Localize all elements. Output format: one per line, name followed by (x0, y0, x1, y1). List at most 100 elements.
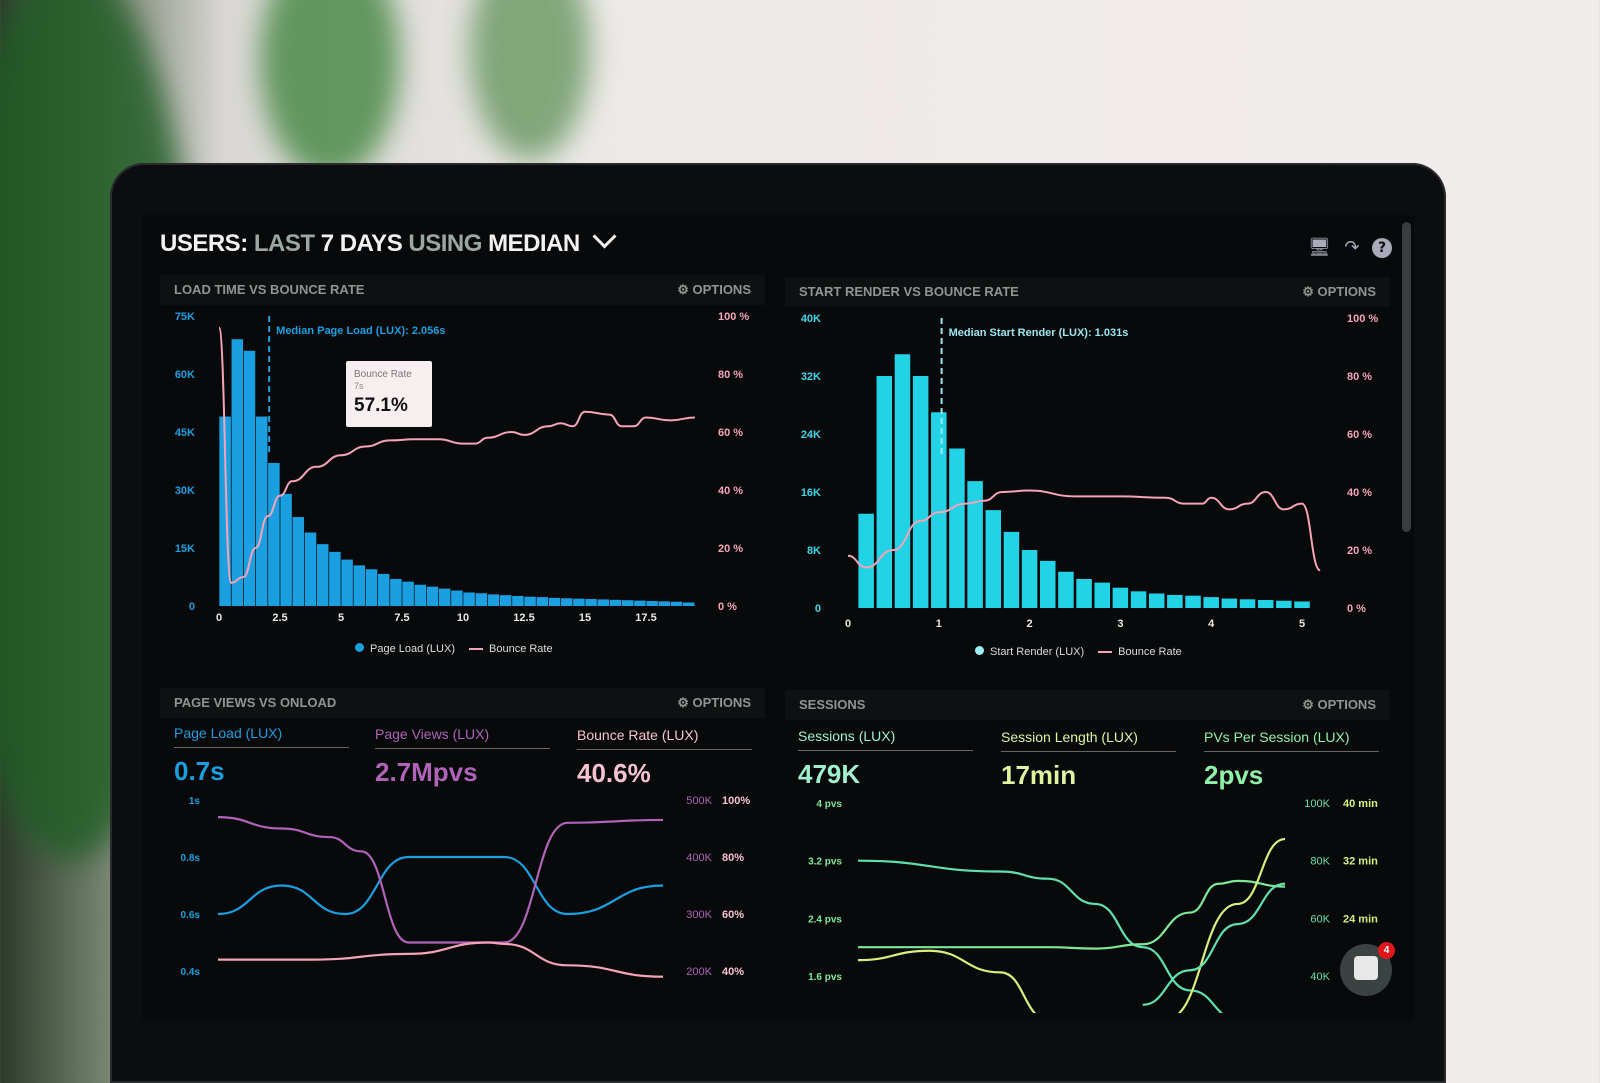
histogram-bar (390, 578, 402, 606)
gear-icon: ⚙ (677, 695, 693, 710)
median-label: Median Start Render (LUX): 1.031s (949, 327, 1129, 339)
series-line (217, 816, 664, 944)
y-right-tick-label: 60 % (1347, 429, 1372, 441)
panel-header-page-views: PAGE VIEWS VS ONLOAD ⚙ OPTIONS (160, 688, 765, 718)
histogram-bar (609, 599, 622, 606)
histogram-bar (292, 517, 305, 606)
y-tick-label: 0.6s (181, 910, 201, 921)
share-icon[interactable]: ↷ (1344, 237, 1360, 258)
tooltip-value: 57.1% (354, 395, 408, 416)
histogram-bar (426, 586, 439, 606)
stat-value: 40.6% (577, 758, 651, 788)
options-button[interactable]: ⚙ OPTIONS (1302, 690, 1376, 720)
histogram-bar (438, 588, 451, 606)
title-users: USERS: (160, 230, 248, 257)
histogram-bar (316, 544, 329, 606)
options-button[interactable]: ⚙ OPTIONS (677, 275, 751, 305)
help-icon[interactable]: ? (1372, 238, 1392, 258)
histogram-bar (621, 600, 634, 606)
histogram-bar (1094, 582, 1110, 608)
options-button[interactable]: ⚙ OPTIONS (1302, 277, 1376, 307)
options-label: OPTIONS (1317, 697, 1376, 712)
histogram-bar (353, 565, 366, 606)
legend-item[interactable]: Bounce Rate (1118, 646, 1182, 658)
series-line (218, 941, 664, 978)
histogram-bar (304, 532, 317, 606)
y-right-tick-label: 400K (686, 852, 712, 864)
legend-item[interactable]: Page Load (LUX) (370, 643, 455, 655)
series-line (857, 837, 1286, 1013)
median-label: Median Page Load (LUX): 2.056s (276, 325, 445, 337)
y-right-tick-label: 500K (686, 795, 712, 807)
stat-session-length: Session Length (LUX) 17min (1001, 729, 1176, 791)
panel-title: SESSIONS (799, 697, 866, 712)
legend-swatch (355, 643, 364, 652)
tooltip: Bounce Rate 7s 57.1% (346, 361, 432, 427)
histogram-bar (1294, 601, 1310, 608)
y-right-tick-label: 60K (1310, 913, 1330, 925)
x-tick-label: 15 (579, 612, 591, 624)
date-range-selector[interactable]: 7 DAYS (320, 230, 403, 257)
monitor-icon[interactable]: 🖥 (1308, 237, 1331, 258)
y-right2-tick-label: 60% (722, 909, 744, 921)
y-right-tick-label: 0 % (718, 601, 737, 613)
histogram-bar (682, 602, 695, 606)
histogram-bar (670, 601, 683, 606)
panel-header-sessions: SESSIONS ⚙ OPTIONS (785, 690, 1390, 720)
panel-title: START RENDER VS BOUNCE RATE (799, 284, 1019, 299)
y-right-tick-label: 100K (1304, 798, 1330, 810)
y-right-tick-label: 40 % (1347, 487, 1372, 499)
panel-title: PAGE VIEWS VS ONLOAD (174, 695, 337, 710)
histogram-bar (231, 339, 244, 606)
histogram-bar (858, 513, 874, 608)
x-tick-label: 12.5 (513, 612, 534, 624)
y-tick-label: 16K (801, 487, 821, 499)
panel-title: LOAD TIME VS BOUNCE RATE (174, 282, 365, 297)
histogram-bar (597, 599, 610, 606)
panel-header-start-render: START RENDER VS BOUNCE RATE ⚙ OPTIONS (785, 277, 1390, 307)
y-right-tick-label: 80K (1310, 856, 1330, 868)
x-tick-label: 2 (1027, 618, 1033, 630)
x-tick-label: 4 (1208, 618, 1215, 630)
y-right-tick-label: 100 % (718, 311, 749, 323)
histogram-bar (560, 598, 573, 606)
title-last: LAST (253, 230, 315, 257)
y-right2-tick-label: 100% (722, 795, 750, 807)
aggregate-selector[interactable]: MEDIAN (488, 230, 580, 257)
histogram-bar (912, 376, 929, 608)
histogram-bar (1130, 591, 1147, 608)
y-tick-label: 0 (815, 603, 821, 615)
legend-swatch (975, 646, 984, 655)
options-button[interactable]: ⚙ OPTIONS (677, 688, 751, 718)
options-label: OPTIONS (692, 695, 751, 710)
x-tick-label: 17.5 (635, 612, 656, 624)
series-line (217, 855, 664, 916)
stat-page-load: Page Load (LUX) 0.7s (174, 725, 349, 787)
stat-value: 479K (798, 759, 861, 789)
page-title[interactable]: USERS: LAST 7 DAYS USING MEDIAN (160, 224, 617, 258)
y-right2-tick-label: 40% (722, 966, 744, 978)
y-right2-tick-label: 24 min (1343, 913, 1378, 925)
legend-item[interactable]: Bounce Rate (489, 643, 553, 655)
x-tick-label: 2.5 (272, 612, 287, 624)
title-using: USING (408, 230, 482, 257)
scrollbar[interactable] (1402, 222, 1411, 532)
stat-label: Sessions (LUX) (798, 728, 973, 751)
histogram-bar (536, 597, 549, 606)
gear-icon: ⚙ (1302, 697, 1318, 712)
histogram-bar (475, 593, 488, 606)
histogram-bar (931, 412, 947, 608)
legend-item[interactable]: Start Render (LUX) (990, 646, 1085, 658)
histogram-bar (268, 462, 280, 606)
y-right2-tick-label: 32 min (1343, 856, 1378, 868)
y-tick-label: 3.2 pvs (808, 857, 842, 868)
histogram-bar (894, 354, 911, 608)
chat-icon (1354, 956, 1378, 980)
histogram-bar (1203, 597, 1219, 608)
histogram-bar (585, 599, 597, 606)
legend-swatch (469, 648, 483, 651)
histogram-bar (1257, 600, 1274, 608)
histogram-bar (255, 416, 268, 606)
y-tick-label: 8K (807, 545, 821, 557)
y-right-tick-label: 300K (686, 909, 712, 921)
